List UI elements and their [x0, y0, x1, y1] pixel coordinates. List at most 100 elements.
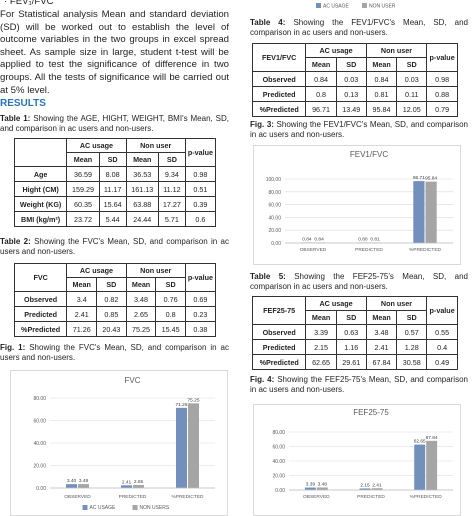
- data-label: 3.48: [318, 481, 328, 487]
- cell: 60.35: [66, 196, 100, 212]
- cell: 9.34: [157, 166, 186, 182]
- cell: 96.71: [305, 101, 337, 117]
- row-label: BMI (kg/m²): [13, 211, 68, 227]
- caption-label: Table 4:: [250, 18, 286, 27]
- caption-label: Fig. 4:: [250, 375, 275, 384]
- header-row: FEF25-75 AC usage Non user p-value: [251, 296, 458, 325]
- y-tick-label: 20.00: [33, 464, 46, 470]
- data-label: 2.41: [122, 479, 132, 485]
- row-label: Observed: [251, 324, 307, 340]
- cell: 2.41: [66, 306, 98, 322]
- table-row: %Predicted 96.71 13.49 95.84 12.05 0.79: [251, 101, 458, 117]
- x-tick-label: %PREDICTED: [410, 494, 443, 500]
- row-label: Age: [13, 166, 68, 182]
- caption-text: Showing the FEF25-75's Mean, SD, and com…: [250, 375, 468, 395]
- caption: Table 4: Showing the FEV1/FVC's Mean, SD…: [250, 18, 468, 39]
- y-tick-label: 100.00: [266, 177, 282, 183]
- cell: 20.43: [96, 321, 127, 337]
- cell: 0.69: [184, 291, 217, 307]
- data-table: FEV1/FVC AC usage Non user p-value Mean SD Mea…: [251, 43, 458, 117]
- cell: 0.84: [365, 71, 398, 87]
- bar: [188, 403, 199, 488]
- caption-label: Table 2:: [0, 237, 31, 246]
- group-header: AC usage: [66, 263, 127, 278]
- caption-text: Showing the AGE, HIGHT, WEIGHT, BMI's Me…: [0, 114, 229, 134]
- data-label: 3.39: [306, 482, 316, 488]
- data-label: 71.26: [175, 402, 187, 408]
- cell: 0.8: [305, 86, 337, 102]
- data-label: 0.81: [370, 236, 380, 242]
- cell: 0.03: [335, 71, 367, 87]
- cell: 0.76: [155, 291, 186, 307]
- bar: [359, 488, 371, 490]
- cell: 0.88: [426, 86, 458, 102]
- cell: 29.61: [335, 354, 367, 370]
- cell: 3.4: [66, 291, 98, 307]
- y-tick-label: 40.00: [33, 441, 46, 447]
- cell: 161.13: [125, 181, 159, 197]
- y-tick-label: 60.00: [33, 419, 46, 425]
- cell: 3.39: [305, 324, 337, 340]
- row-label: %Predicted: [251, 354, 307, 370]
- row-label: Predicted: [251, 339, 307, 355]
- caption-text: Showing the FEV1/FVC's Mean, SD, and com…: [250, 120, 468, 140]
- table-row: Predicted 0.8 0.13 0.81 0.11 0.88: [251, 86, 458, 102]
- data-label: 0.84: [302, 236, 312, 242]
- chart-title: FEV1/FVC: [350, 150, 388, 159]
- row-label: Weight (KG): [13, 196, 68, 212]
- paragraph: For Statistical analysis Mean and standa…: [0, 9, 229, 96]
- caption: Table 1: Showing the AGE, HIGHT, WEIGHT,…: [0, 114, 229, 135]
- data-label: 95.84: [425, 176, 437, 182]
- cell: 95.84: [365, 101, 398, 117]
- subheader-row: Mean SD Mean SD: [253, 57, 458, 72]
- cell: 8.08: [98, 166, 127, 182]
- cell: 2.41: [365, 339, 398, 355]
- y-tick-label: 0.00: [36, 486, 46, 492]
- cell: 5.71: [157, 211, 186, 227]
- corner-cell: FVC: [13, 263, 68, 292]
- caption-text: Showing the FEV1/FVC's Mean, SD, and com…: [250, 18, 468, 38]
- caption: Table 5: Showing the FEF25-75's Mean, SD…: [250, 272, 468, 293]
- subheader: Mean: [305, 57, 337, 72]
- section-heading: · FEV₁/FVC: [4, 0, 54, 7]
- cell: 0.23: [184, 306, 217, 322]
- cell: 2.15: [305, 339, 337, 355]
- cell: 13.49: [335, 101, 367, 117]
- subheader: SD: [335, 57, 367, 72]
- caption: Fig. 4: Showing the FEF25-75's Mean, SD,…: [250, 375, 468, 396]
- cell: 0.63: [335, 324, 367, 340]
- subheader: Mean: [66, 277, 98, 292]
- cell: 0.98: [426, 71, 458, 87]
- header-row: FVC AC usage Non user p-value: [13, 263, 217, 292]
- caption-text: Showing the FEF25-75's Mean, SD, and com…: [250, 272, 469, 292]
- cell: 0.13: [335, 86, 367, 102]
- row-label: Hight (CM): [13, 181, 68, 197]
- caption-label: Table 5:: [250, 272, 286, 281]
- cell: 11.12: [157, 181, 186, 197]
- cell: 75.25: [125, 321, 157, 337]
- legend-swatch: [362, 3, 367, 8]
- y-tick-label: 20.00: [268, 228, 281, 234]
- cell: 0.4: [426, 339, 458, 355]
- row-label: %Predicted: [251, 101, 307, 117]
- cell: 0.39: [184, 196, 217, 212]
- legend-label: NON USERS: [140, 505, 170, 511]
- cell: 23.72: [66, 211, 100, 227]
- subheader: SD: [396, 310, 428, 325]
- corner-cell: FEF25-75: [251, 296, 307, 325]
- cell: 17.27: [157, 196, 186, 212]
- subheader: Mean: [365, 310, 398, 325]
- bar: [78, 484, 89, 488]
- bar: [133, 485, 144, 488]
- subheader: SD: [157, 152, 186, 167]
- cell: 5.44: [98, 211, 127, 227]
- table-row: Observed 3.39 0.63 3.48 0.57 0.55: [251, 324, 458, 340]
- data-label: 62.65: [414, 439, 426, 445]
- table-row: Age 36.59 8.08 36.53 9.34 0.98: [13, 166, 217, 182]
- group-header: AC usage: [305, 43, 367, 58]
- subheader: SD: [335, 310, 367, 325]
- data-label: 96.71: [413, 175, 425, 181]
- cell: 0.81: [365, 86, 398, 102]
- corner-cell: [13, 138, 68, 167]
- table-row: %Predicted 71.26 20.43 75.25 15.45 0.38: [13, 321, 217, 337]
